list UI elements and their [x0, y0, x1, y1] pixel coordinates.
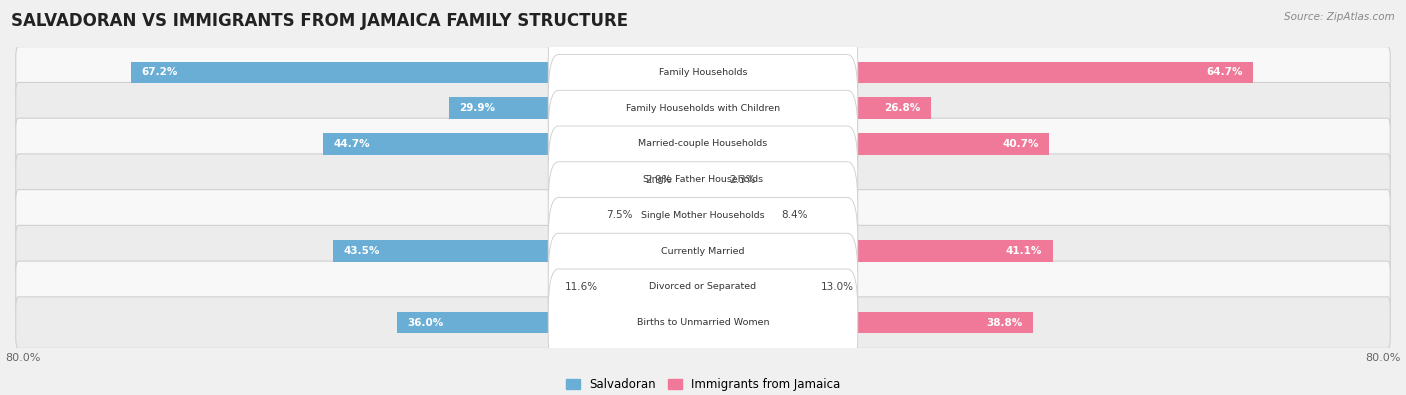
Text: Divorced or Separated: Divorced or Separated: [650, 282, 756, 292]
Bar: [703, 312, 1033, 333]
Text: 64.7%: 64.7%: [1206, 68, 1243, 77]
Text: 36.0%: 36.0%: [406, 318, 443, 327]
Legend: Salvadoran, Immigrants from Jamaica: Salvadoran, Immigrants from Jamaica: [561, 373, 845, 395]
Bar: [449, 98, 703, 119]
Bar: [605, 276, 703, 297]
Text: 38.8%: 38.8%: [987, 318, 1022, 327]
Text: 2.9%: 2.9%: [645, 175, 672, 184]
FancyBboxPatch shape: [548, 269, 858, 376]
Bar: [703, 276, 814, 297]
FancyBboxPatch shape: [15, 190, 1391, 241]
FancyBboxPatch shape: [15, 297, 1391, 348]
Text: Married-couple Households: Married-couple Households: [638, 139, 768, 149]
Text: 13.0%: 13.0%: [820, 282, 853, 292]
Bar: [396, 312, 703, 333]
FancyBboxPatch shape: [15, 47, 1391, 98]
Text: Births to Unmarried Women: Births to Unmarried Women: [637, 318, 769, 327]
Text: Source: ZipAtlas.com: Source: ZipAtlas.com: [1284, 12, 1395, 22]
Text: 8.4%: 8.4%: [782, 211, 808, 220]
FancyBboxPatch shape: [15, 226, 1391, 277]
Text: Single Father Households: Single Father Households: [643, 175, 763, 184]
FancyBboxPatch shape: [548, 19, 858, 126]
Bar: [678, 169, 703, 190]
Text: 26.8%: 26.8%: [884, 103, 921, 113]
Text: Family Households with Children: Family Households with Children: [626, 103, 780, 113]
Text: 67.2%: 67.2%: [142, 68, 179, 77]
Bar: [703, 169, 723, 190]
Text: Currently Married: Currently Married: [661, 246, 745, 256]
FancyBboxPatch shape: [548, 55, 858, 162]
Bar: [703, 205, 775, 226]
Text: Single Mother Households: Single Mother Households: [641, 211, 765, 220]
Text: 7.5%: 7.5%: [606, 211, 633, 220]
Bar: [131, 62, 703, 83]
Bar: [703, 133, 1049, 154]
Text: SALVADORAN VS IMMIGRANTS FROM JAMAICA FAMILY STRUCTURE: SALVADORAN VS IMMIGRANTS FROM JAMAICA FA…: [11, 12, 628, 30]
FancyBboxPatch shape: [548, 162, 858, 269]
FancyBboxPatch shape: [548, 126, 858, 233]
FancyBboxPatch shape: [15, 154, 1391, 205]
FancyBboxPatch shape: [15, 118, 1391, 169]
FancyBboxPatch shape: [548, 90, 858, 198]
Bar: [323, 133, 703, 154]
FancyBboxPatch shape: [15, 261, 1391, 312]
Text: 29.9%: 29.9%: [458, 103, 495, 113]
Bar: [703, 241, 1053, 262]
Text: 40.7%: 40.7%: [1002, 139, 1039, 149]
FancyBboxPatch shape: [548, 198, 858, 305]
Bar: [333, 241, 703, 262]
Text: 41.1%: 41.1%: [1005, 246, 1042, 256]
Text: 2.3%: 2.3%: [730, 175, 756, 184]
Bar: [703, 98, 931, 119]
Bar: [640, 205, 703, 226]
FancyBboxPatch shape: [15, 83, 1391, 134]
Text: 11.6%: 11.6%: [564, 282, 598, 292]
Text: 44.7%: 44.7%: [333, 139, 370, 149]
Text: Family Households: Family Households: [659, 68, 747, 77]
Bar: [703, 62, 1253, 83]
Text: 43.5%: 43.5%: [343, 246, 380, 256]
FancyBboxPatch shape: [548, 233, 858, 340]
